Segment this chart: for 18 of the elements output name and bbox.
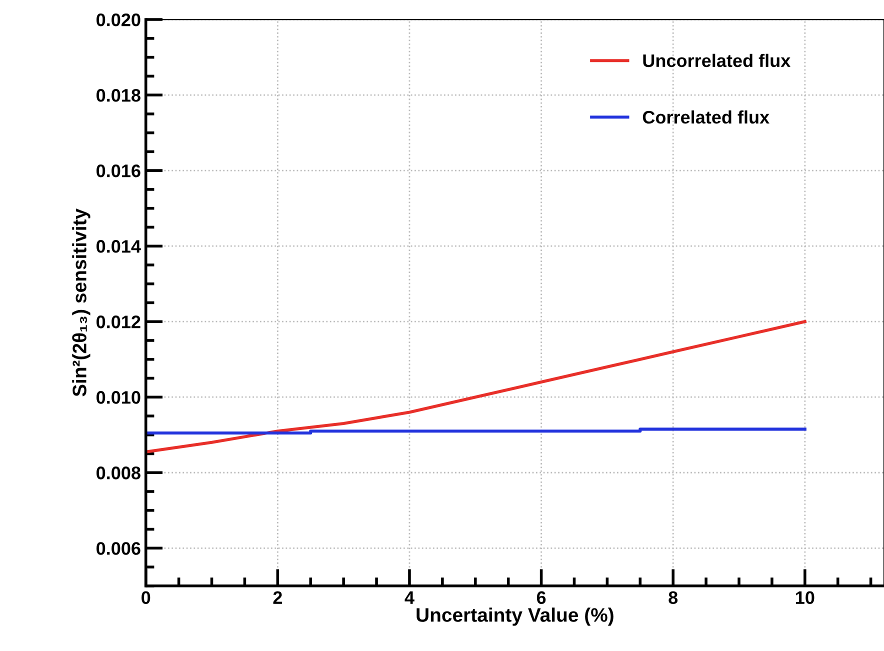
y-tick-label: 0.008 xyxy=(96,466,140,480)
y-tick-label: 0.018 xyxy=(96,88,140,102)
x-tick-label: 6 xyxy=(536,591,546,604)
y-tick-label: 0.020 xyxy=(96,13,140,26)
x-tick-label: 2 xyxy=(273,591,282,604)
legend-label: Correlated flux xyxy=(642,110,770,124)
y-tick-label: 0.016 xyxy=(96,164,140,178)
y-tick-label: 0.012 xyxy=(96,316,140,328)
y-axis-title: Sin²(2θ₁₃) sensitivity xyxy=(72,208,90,396)
x-tick-label: 10 xyxy=(796,591,814,604)
y-tick-label: 0.010 xyxy=(96,391,140,404)
x-tick-label: 8 xyxy=(668,591,678,604)
x-tick-label: 4 xyxy=(404,591,414,604)
x-axis-title: Uncertainty Value (%) xyxy=(416,608,614,626)
x-tick-label: 0 xyxy=(142,591,150,604)
legend-label: Uncorrelated flux xyxy=(643,54,791,68)
y-tick-label: 0.014 xyxy=(96,240,141,253)
y-tick-label: 0.006 xyxy=(96,542,140,555)
